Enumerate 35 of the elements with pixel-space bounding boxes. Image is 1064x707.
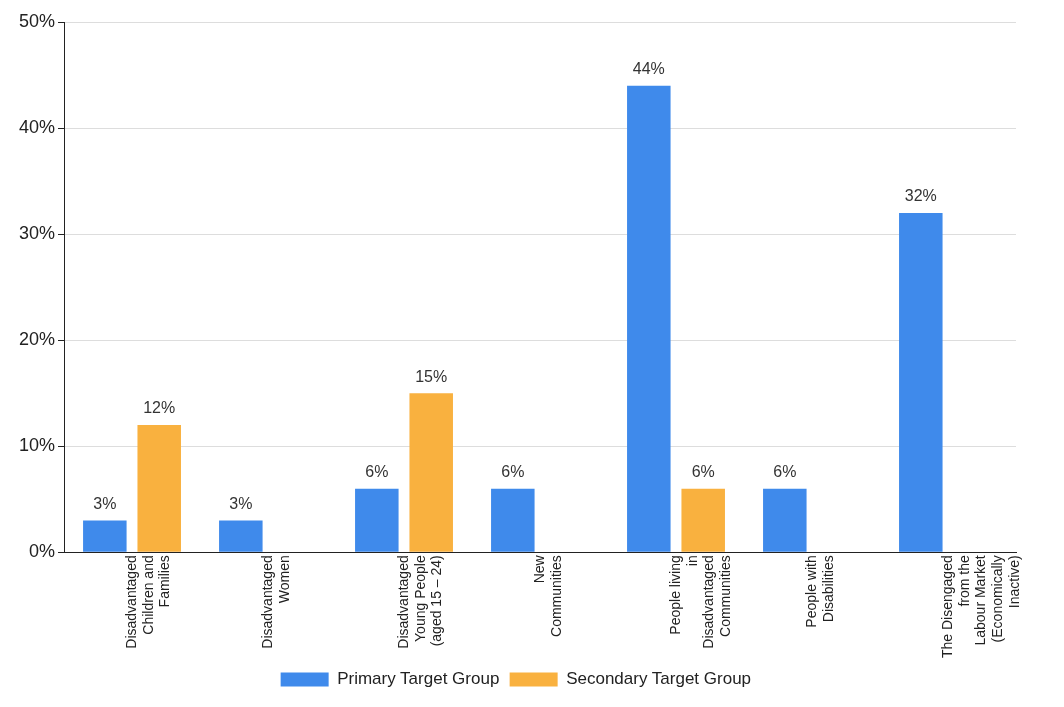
bar [409,393,453,552]
x-tick-label: The Disengaged from the Labour Market (Economically Inactive) [938,555,1023,659]
x-tick-label: People living in Disadvantaged Communities [666,555,734,649]
y-tick-label: 10% [19,435,56,456]
data-label: 3% [93,494,117,512]
x-tick-label: New Communities [530,554,564,637]
bar [219,520,263,552]
y-tick-label: 50% [19,10,56,31]
data-label: 32% [904,187,937,205]
bar [627,85,671,552]
x-tick-label: Disadvantaged Women [258,555,292,649]
bar [899,212,943,552]
data-label: 6% [773,463,797,481]
x-tick-label: Disadvantaged Young People (aged 15 – 24) [394,555,445,649]
y-tick-label: 40% [19,117,56,138]
bar [763,488,807,552]
x-tick-label: Disadvantaged Children and Families [122,555,173,649]
data-label: 6% [691,463,715,481]
legend-label: Primary Target Group [337,669,500,689]
bar [681,488,725,552]
data-label: 6% [365,463,389,481]
data-label: 15% [415,367,448,385]
bar [355,488,399,552]
legend-label: Secondary Target Group [566,669,752,689]
bar [83,520,127,552]
data-label: 6% [501,463,525,481]
y-tick-label: 30% [19,223,56,244]
bar [137,425,181,552]
data-label: 3% [229,494,253,512]
data-label: 12% [143,399,176,417]
bar [491,488,535,552]
data-label: 44% [632,60,665,78]
x-tick-label: People with Disabilities [802,555,836,628]
y-tick-label: 0% [29,541,56,562]
y-tick-label: 20% [19,329,56,350]
